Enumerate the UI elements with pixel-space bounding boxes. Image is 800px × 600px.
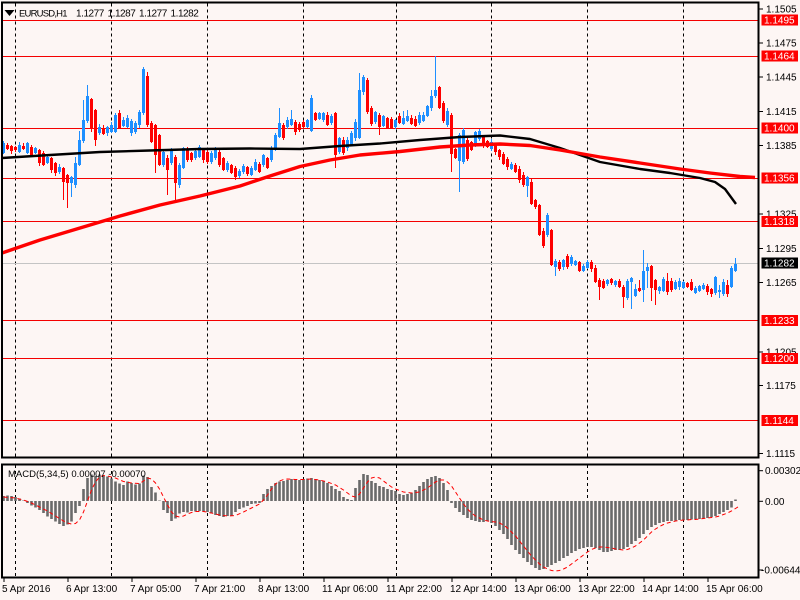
svg-text:0.00302: 0.00302 — [765, 466, 800, 477]
svg-text:1.1265: 1.1265 — [766, 278, 797, 289]
svg-text:1.1495: 1.1495 — [764, 16, 795, 27]
svg-text:1.1325: 1.1325 — [766, 210, 797, 221]
svg-text:15 Apr 06:00: 15 Apr 06:00 — [706, 584, 763, 595]
svg-text:7 Apr 21:00: 7 Apr 21:00 — [194, 584, 246, 595]
svg-text:13 Apr 06:00: 13 Apr 06:00 — [514, 584, 571, 595]
svg-text:1.1233: 1.1233 — [764, 316, 795, 327]
svg-text:1.1175: 1.1175 — [766, 381, 796, 392]
svg-text:1.1464: 1.1464 — [764, 52, 795, 63]
svg-text:1.1475: 1.1475 — [766, 39, 797, 50]
svg-text:1.1277: 1.1277 — [76, 9, 105, 20]
svg-text:1.1115: 1.1115 — [766, 449, 796, 460]
svg-text:1.1505: 1.1505 — [766, 5, 797, 16]
svg-text:1.1318: 1.1318 — [764, 217, 795, 228]
svg-text:8 Apr 13:00: 8 Apr 13:00 — [258, 584, 310, 595]
svg-text:1.1400: 1.1400 — [764, 124, 795, 135]
svg-text:0.00: 0.00 — [765, 497, 785, 508]
svg-text:-0.00644: -0.00644 — [761, 566, 800, 577]
svg-text:MACD(5,34,5) 0.00007 -0.00070: MACD(5,34,5) 0.00007 -0.00070 — [8, 469, 146, 480]
svg-text:11 Apr 06:00: 11 Apr 06:00 — [322, 584, 378, 595]
svg-text:5 Apr 2016: 5 Apr 2016 — [2, 584, 51, 595]
svg-text:11 Apr 22:00: 11 Apr 22:00 — [386, 584, 442, 595]
svg-text:1.1385: 1.1385 — [766, 141, 797, 152]
svg-text:13 Apr 22:00: 13 Apr 22:00 — [578, 584, 635, 595]
svg-text:1.1295: 1.1295 — [766, 244, 797, 255]
svg-text:6 Apr 13:00: 6 Apr 13:00 — [66, 584, 118, 595]
svg-text:1.1356: 1.1356 — [764, 174, 795, 185]
svg-text:1.1415: 1.1415 — [766, 107, 797, 118]
svg-text:1.1200: 1.1200 — [764, 354, 795, 365]
svg-text:14 Apr 14:00: 14 Apr 14:00 — [642, 584, 699, 595]
svg-text:1.1287: 1.1287 — [108, 9, 137, 20]
svg-text:1.1445: 1.1445 — [766, 73, 797, 84]
svg-text:1.1144: 1.1144 — [764, 416, 794, 427]
svg-text:1.1277: 1.1277 — [139, 9, 168, 20]
svg-text:EURUSD,H1: EURUSD,H1 — [19, 9, 67, 20]
svg-text:7 Apr 05:00: 7 Apr 05:00 — [130, 584, 182, 595]
svg-text:12 Apr 14:00: 12 Apr 14:00 — [450, 584, 507, 595]
svg-text:1.1282: 1.1282 — [764, 259, 795, 270]
svg-text:1.1282: 1.1282 — [171, 9, 200, 20]
